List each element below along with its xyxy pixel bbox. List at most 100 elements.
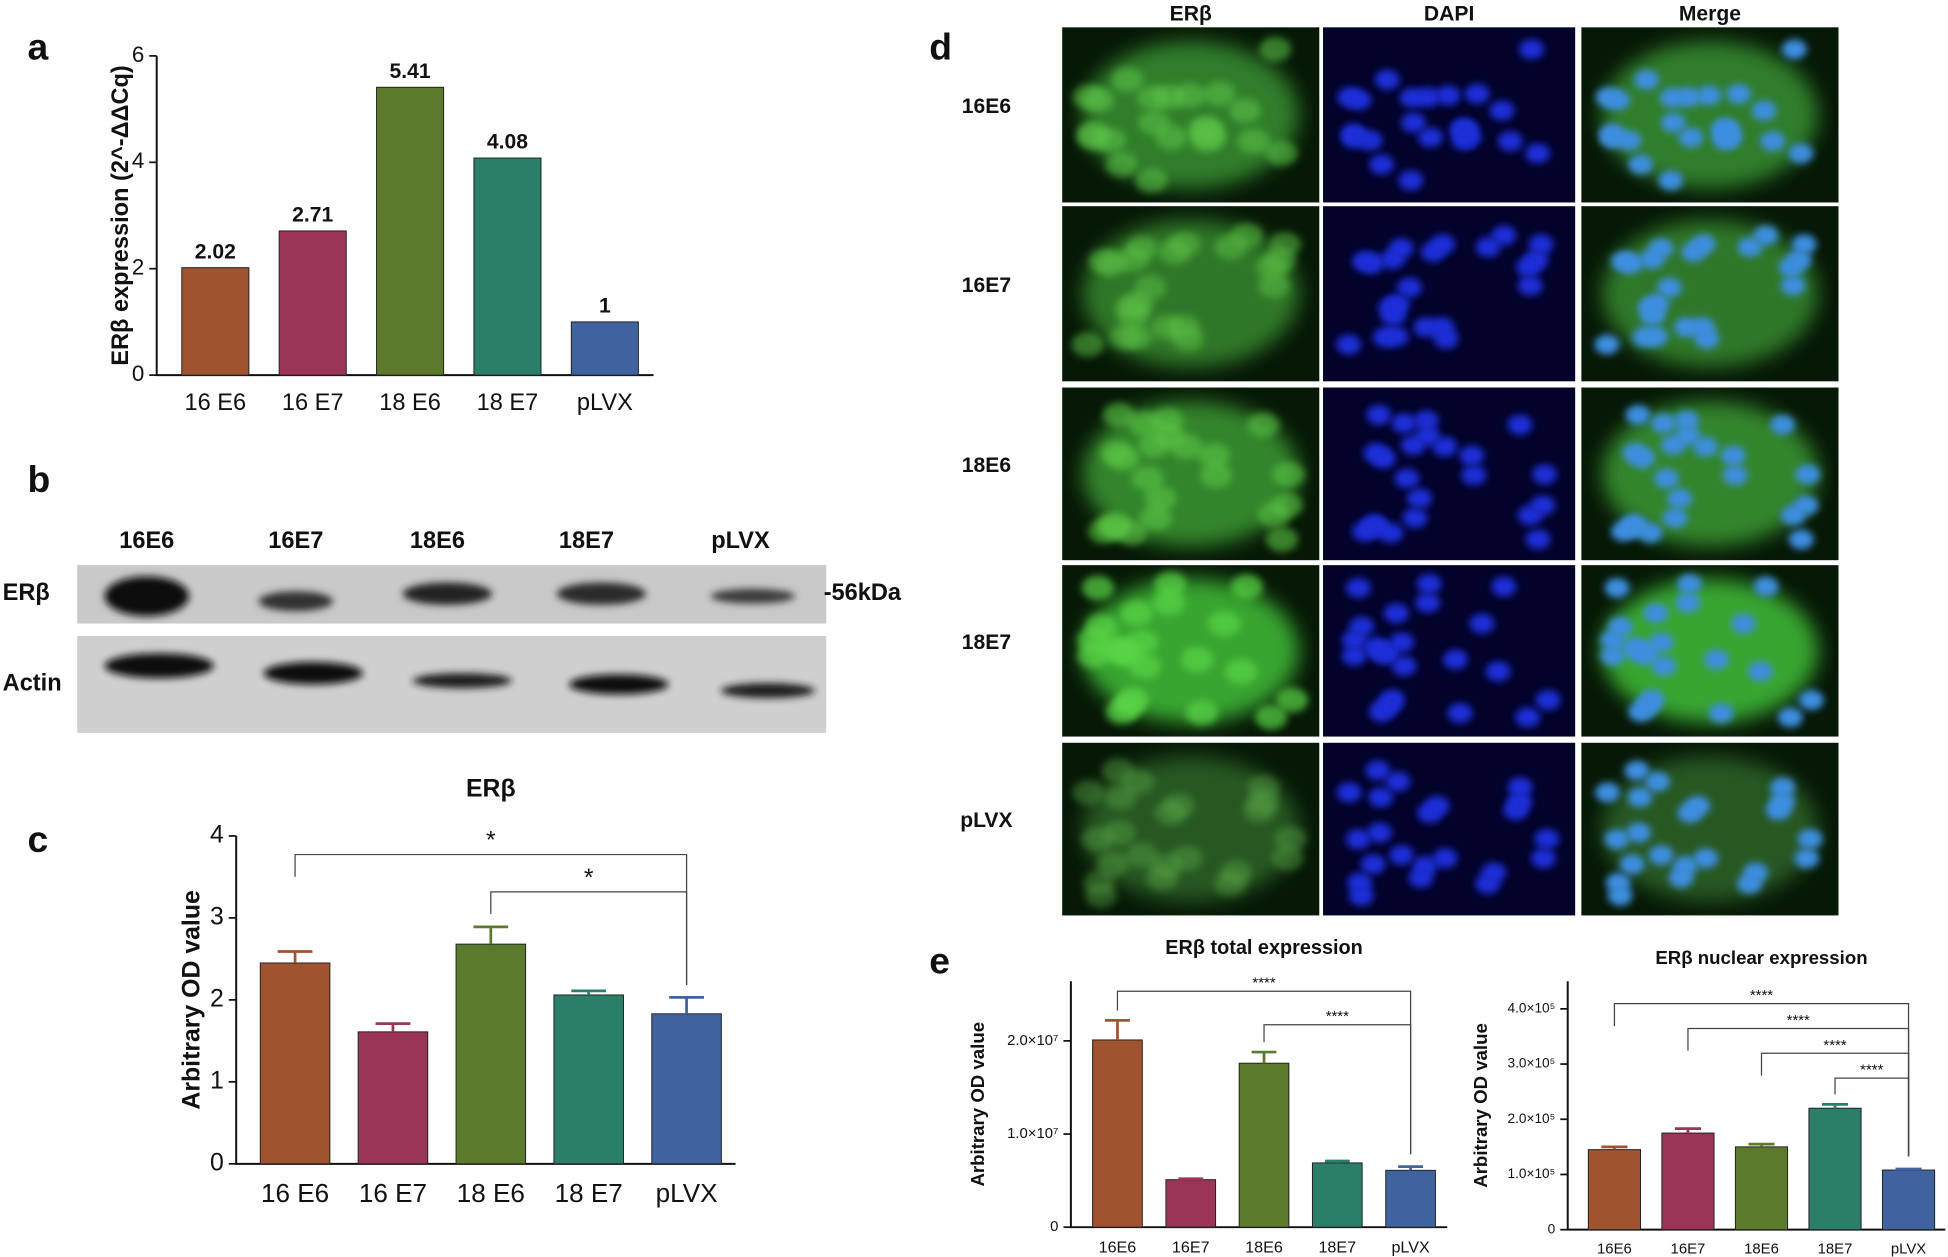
x-tick-label: 18E6 [1245, 1239, 1283, 1257]
nucleus [1363, 517, 1389, 538]
nucleus [1659, 87, 1685, 108]
nucleus [1525, 529, 1551, 550]
nucleus [1643, 603, 1669, 624]
cell [1077, 643, 1110, 669]
nucleus [1753, 576, 1779, 597]
panel-label: b [28, 458, 51, 500]
nucleus [1461, 465, 1487, 486]
cell [1144, 485, 1177, 511]
cell [1117, 303, 1150, 329]
cell [1258, 36, 1292, 62]
nucleus [1432, 436, 1458, 457]
data-label: 4.08 [487, 131, 528, 154]
micrograph [1581, 742, 1839, 916]
nucleus [1769, 792, 1795, 812]
micrograph [1323, 206, 1576, 382]
nucleus [1668, 867, 1694, 888]
cell [1274, 826, 1308, 852]
significance-label: **** [1252, 976, 1275, 992]
nucleus [1645, 771, 1670, 792]
nucleus [1397, 277, 1422, 298]
nucleus [1415, 592, 1441, 613]
bar [1311, 1162, 1363, 1228]
nucleus [1489, 100, 1515, 121]
nucleus [1797, 829, 1823, 849]
nucleus [1780, 275, 1806, 296]
lane-label: pLVX [711, 527, 770, 553]
error-bar [375, 1022, 411, 1032]
panel-label: c [28, 818, 49, 860]
nucleus [1336, 782, 1362, 803]
cell [1128, 410, 1161, 436]
cell [1139, 505, 1173, 531]
nucleus [1708, 703, 1734, 724]
bar [553, 994, 624, 1165]
nucleus [1658, 170, 1684, 191]
nucleus [1475, 873, 1501, 894]
micrograph [1581, 387, 1839, 561]
y-axis-label: ERβ expression (2^-ΔΔCq) [107, 65, 133, 366]
significance-label: **** [1326, 1009, 1349, 1025]
nucleus [1794, 848, 1820, 869]
micrograph [1323, 27, 1576, 203]
nucleus [1622, 517, 1648, 538]
cell [1168, 231, 1201, 257]
nucleus [1628, 154, 1654, 175]
cell [1125, 235, 1158, 261]
cell [1276, 687, 1309, 713]
nucleus [1788, 143, 1814, 164]
y-tick-label: 0 [1050, 1219, 1058, 1235]
x-tick-label: 16E6 [1597, 1241, 1632, 1257]
cells [1082, 401, 1305, 552]
nucleus [1600, 645, 1626, 666]
cell [1255, 704, 1288, 730]
nucleus [1341, 123, 1367, 144]
nucleus [1781, 39, 1807, 60]
cell [1272, 462, 1305, 487]
nucleus [1731, 613, 1756, 634]
nucleus [1372, 327, 1398, 348]
y-tick-label: 1 [210, 1067, 224, 1094]
nucleus [1753, 225, 1779, 246]
x-tick-label: 16E6 [1099, 1239, 1137, 1257]
nucleus [1507, 792, 1533, 812]
cell [1246, 789, 1280, 815]
nucleus [1415, 425, 1441, 446]
error-bar [1821, 1102, 1849, 1109]
nucleus [1600, 630, 1626, 650]
cells [1341, 574, 1561, 728]
cell [1110, 641, 1144, 667]
nucleus [1525, 143, 1551, 164]
nucleus [1337, 87, 1363, 108]
nucleus [1399, 87, 1425, 108]
bar [651, 1013, 722, 1165]
row-label: 18E7 [962, 631, 1011, 654]
cell [1135, 168, 1168, 193]
nucleus [1693, 848, 1719, 869]
lane-label: 18E7 [559, 527, 614, 553]
x-tick-label: 16 E6 [261, 1178, 329, 1208]
cell [1081, 575, 1115, 601]
cells [1072, 756, 1308, 909]
cell [1107, 445, 1140, 471]
blot-row-label: Actin [3, 670, 62, 696]
nucleus [1675, 425, 1701, 446]
column-header: DAPI [1424, 2, 1474, 25]
bar [1661, 1132, 1715, 1231]
nucleus [1795, 464, 1821, 485]
nucleus [1654, 468, 1680, 489]
nucleus [1530, 495, 1556, 516]
y-tick-label: 3 [210, 903, 224, 930]
y-tick-label: 4 [210, 821, 224, 848]
nucleus [1400, 112, 1426, 133]
nucleus [1464, 83, 1490, 104]
bar [1734, 1146, 1789, 1231]
nucleus [1507, 777, 1533, 798]
nucleus [1371, 448, 1396, 469]
error-bar [1674, 1127, 1701, 1134]
x-tick-label: pLVX [656, 1178, 718, 1208]
y-tick-label: 0 [210, 1149, 224, 1176]
cell [1076, 121, 1110, 147]
bar [278, 230, 347, 376]
error-bar [1105, 1019, 1130, 1040]
